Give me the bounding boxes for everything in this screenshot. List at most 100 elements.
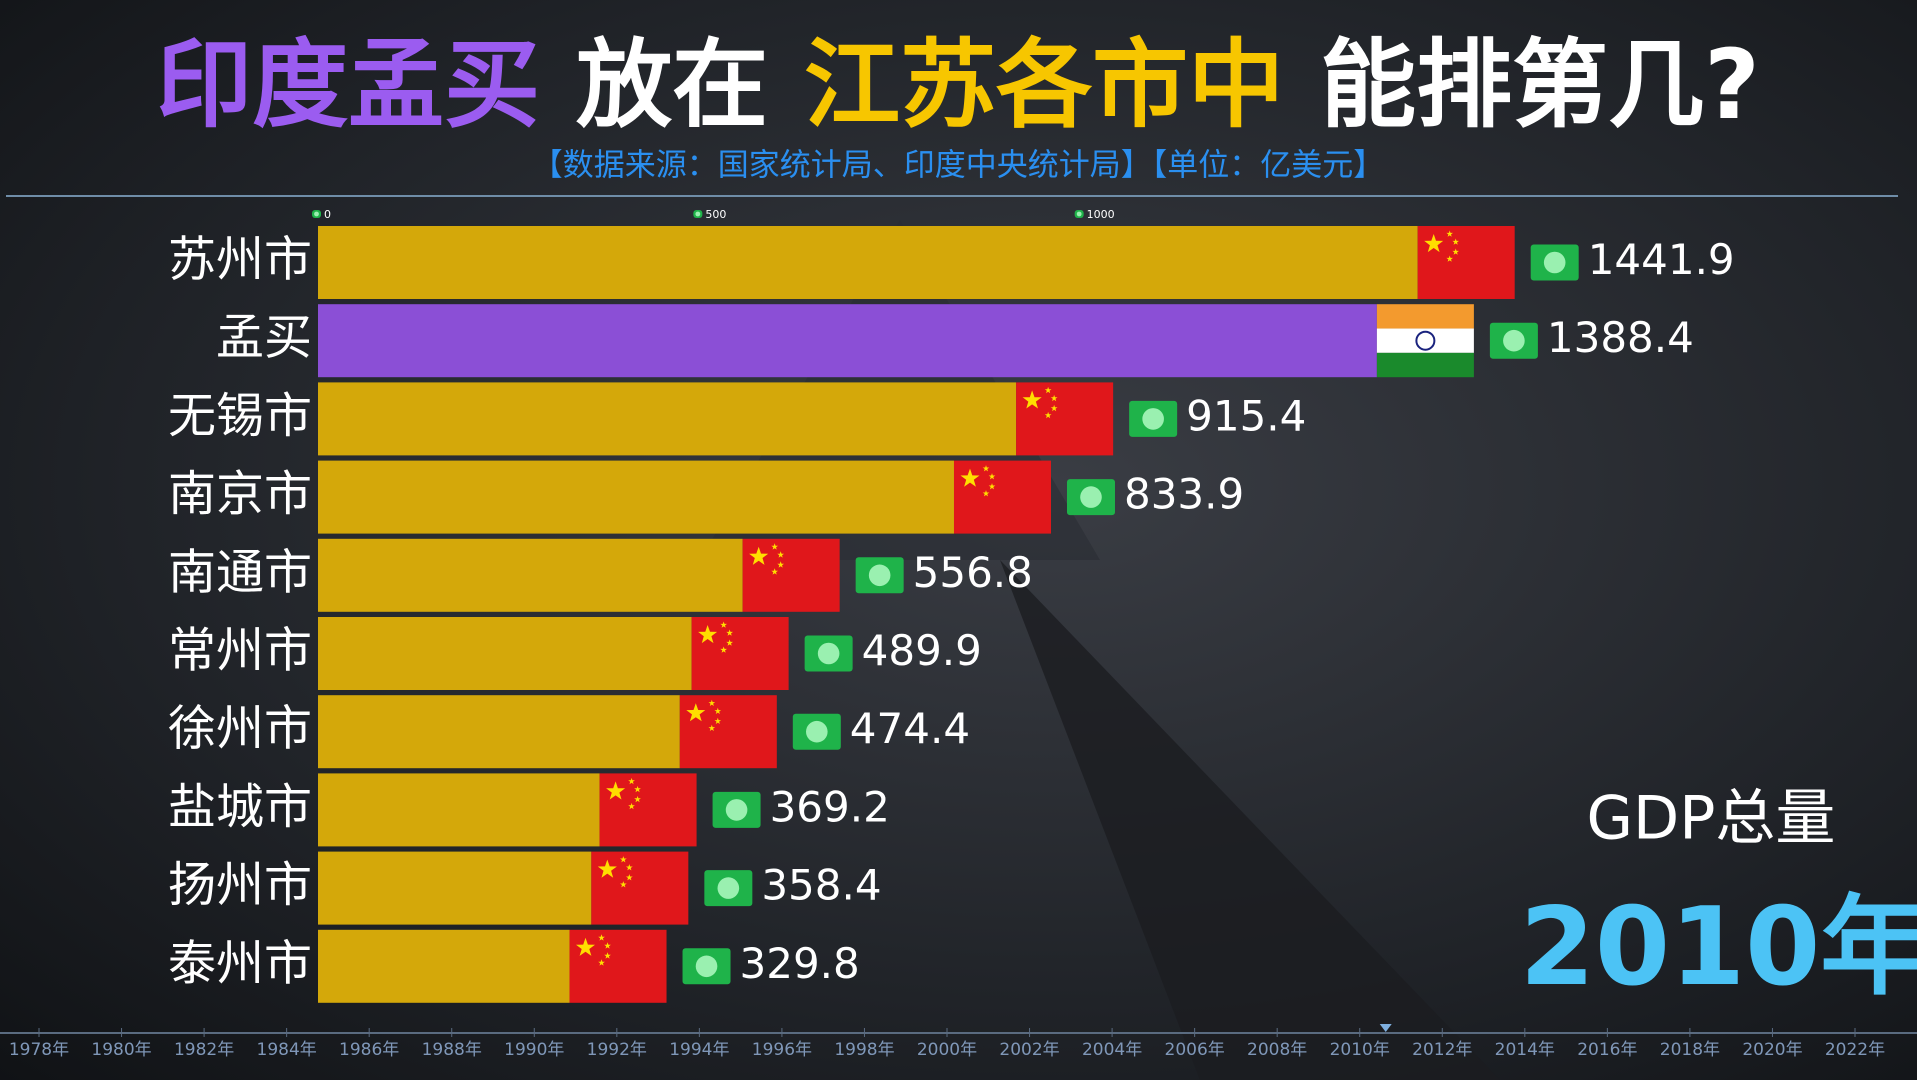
timeline-label: 1978年: [9, 1040, 69, 1060]
bar: [318, 695, 680, 769]
metric-label: GDP总量: [1587, 784, 1836, 854]
flag: [1376, 352, 1474, 378]
flag-star: [1050, 404, 1058, 412]
timeline-label: 1988年: [422, 1040, 482, 1060]
bar: [318, 617, 692, 690]
money-icon-dot: [1543, 251, 1566, 274]
x-tick-mark-dot: [695, 211, 701, 217]
timeline-label: 1990年: [504, 1040, 564, 1060]
timeline-label: 1992年: [587, 1040, 647, 1060]
flag-star: [686, 703, 706, 722]
category-label: 南通市: [168, 544, 312, 600]
flag-star: [714, 707, 722, 714]
bar: [318, 773, 600, 847]
flag-star: [1050, 394, 1058, 402]
category-label: 无锡市: [168, 388, 312, 444]
flag-star: [628, 777, 635, 785]
flag-star: [604, 942, 611, 949]
flag-star: [771, 568, 778, 575]
bar: [318, 226, 1418, 299]
flag-star: [606, 781, 626, 800]
flag-star: [1044, 411, 1052, 419]
flag-star: [1446, 230, 1453, 237]
value-label: 489.9: [862, 626, 982, 675]
x-tick-label: 0: [324, 208, 331, 221]
flag-star: [1424, 234, 1444, 253]
flag: [679, 695, 777, 769]
timeline-label: 1980年: [91, 1040, 151, 1060]
timeline-label: 2008年: [1247, 1040, 1307, 1060]
timeline-label: 1998年: [834, 1040, 894, 1060]
money-icon-dot: [725, 799, 748, 821]
flag-star: [598, 959, 605, 966]
flag-star: [626, 864, 633, 871]
value-label: 556.8: [913, 548, 1033, 597]
flag: [691, 617, 789, 690]
x-tick-label: 500: [705, 208, 726, 221]
timeline-label: 1994年: [669, 1040, 729, 1060]
title-part: 江苏各市中: [804, 29, 1284, 141]
value-label: 1441.9: [1588, 235, 1735, 284]
bar: [318, 460, 954, 534]
title-part: 印度孟买: [156, 29, 540, 141]
category-label: 徐州市: [168, 701, 312, 757]
category-label: 盐城市: [168, 779, 312, 835]
flag-star: [749, 546, 769, 565]
value-label: 369.2: [770, 782, 890, 831]
bar: [318, 382, 1017, 456]
category-label: 南京市: [168, 466, 312, 522]
timeline-label: 2020年: [1742, 1040, 1802, 1060]
flag-star: [628, 802, 635, 810]
year-label: 2010年: [1520, 885, 1917, 1010]
flag-star: [620, 881, 627, 888]
bar: [318, 304, 1377, 378]
flag-star: [708, 699, 716, 706]
flag-star: [988, 473, 996, 480]
flag-star: [988, 483, 996, 490]
flag: [1417, 226, 1515, 299]
value-label: 915.4: [1186, 391, 1306, 440]
timeline-label: 2022年: [1825, 1040, 1885, 1060]
money-icon-dot: [695, 955, 718, 978]
flag-star: [771, 543, 778, 550]
timeline-label: 1986年: [339, 1040, 399, 1060]
bar: [318, 929, 570, 1003]
flag-star: [777, 551, 784, 558]
value-label: 329.8: [740, 939, 860, 988]
timeline-label: 2012年: [1412, 1040, 1472, 1060]
money-icon-dot: [817, 642, 840, 665]
flag-star: [620, 856, 627, 863]
timeline-label: 2004年: [1082, 1040, 1142, 1060]
title-part: 能排第几?: [1320, 29, 1760, 141]
flag: [591, 851, 689, 925]
flag-star: [1044, 386, 1052, 394]
category-label: 泰州市: [168, 935, 312, 991]
timeline-label: 2016年: [1577, 1040, 1637, 1060]
timeline-label: 1996年: [752, 1040, 812, 1060]
flag-star: [708, 724, 716, 731]
flag-star: [626, 874, 633, 881]
flag-star: [777, 561, 784, 568]
money-icon-dot: [806, 720, 828, 743]
flag-star: [1022, 390, 1042, 409]
money-icon-dot: [1503, 329, 1525, 352]
flag-star: [726, 639, 733, 646]
flag-star: [604, 952, 611, 959]
flag-star: [1452, 238, 1459, 245]
flag-wheel: [1415, 330, 1436, 351]
x-tick-mark-dot: [314, 211, 319, 217]
flag-star: [982, 490, 990, 497]
flag: [953, 460, 1051, 534]
background-path: [1000, 560, 1500, 1080]
flag-star: [982, 465, 990, 472]
money-icon-dot: [868, 564, 891, 587]
flag-star: [597, 859, 617, 878]
flag-star: [598, 934, 605, 941]
flag-star: [634, 785, 641, 793]
timeline-label: 1984年: [257, 1040, 317, 1060]
flag: [1016, 382, 1114, 456]
flag-star: [1452, 248, 1459, 255]
flag-star: [720, 621, 727, 628]
